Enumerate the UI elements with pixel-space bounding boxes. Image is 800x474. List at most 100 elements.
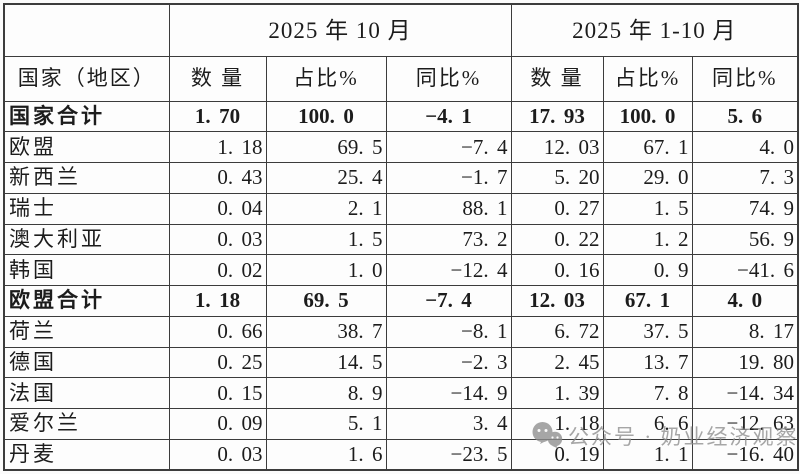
value-cell: 0. 09 [168,408,267,440]
value-cell: 14. 5 [265,346,387,379]
value-cell: 67. 1 [602,285,693,317]
value-cell: 38. 7 [265,315,387,348]
import-stats-table: 2025 年 10 月 2025 年 1-10 月 国家（地区） 数 量 占比%… [3,3,800,471]
row-label: 欧盟合计 [3,285,170,317]
value-cell: 6. 72 [510,315,604,348]
value-cell: 0. 66 [168,315,267,348]
value-cell: 67. 1 [602,131,693,163]
table-row: 新西兰 0. 43 25. 4 −1. 7 5. 20 29. 0 7. 3 [3,162,799,194]
value-cell: 100. 0 [602,100,693,133]
value-cell: 1. 6 [265,438,387,471]
table-row: 荷兰 0. 66 38. 7 −8. 1 6. 72 37. 5 8. 17 [3,315,799,348]
value-cell: 74. 9 [691,192,799,225]
row-label: 澳大利亚 [3,223,170,256]
value-cell: 8. 17 [691,315,799,348]
value-cell: −14. 34 [691,377,799,409]
table-row: 爱尔兰 0. 09 5. 1 3. 4 1. 18 6. 6 −12. 63 [3,408,799,440]
row-label: 丹麦 [3,438,170,471]
value-cell: 2. 1 [265,192,387,225]
table-row: 瑞士 0. 04 2. 1 88. 1 0. 27 1. 5 74. 9 [3,192,799,225]
column-group-oct: 2025 年 10 月 [168,3,512,57]
row-label: 国家合计 [3,100,170,133]
value-cell: 0. 27 [510,192,604,225]
value-cell: 73. 2 [385,223,512,256]
column-group-ytd: 2025 年 1-10 月 [510,3,799,57]
value-cell: −1. 7 [385,162,512,194]
corner-cell [3,3,170,57]
value-cell: 69. 5 [265,285,387,317]
value-cell: 5. 1 [265,408,387,440]
column-header-yoy-ytd: 同比% [691,55,799,102]
value-cell: −23. 5 [385,438,512,471]
column-header-qty-oct: 数 量 [168,55,267,102]
column-header-share-oct: 占比% [265,55,387,102]
table-row-total: 欧盟合计 1. 18 69. 5 −7. 4 12. 03 67. 1 4. 0 [3,285,799,317]
row-label: 爱尔兰 [3,408,170,440]
column-header-qty-ytd: 数 量 [510,55,604,102]
value-cell: 0. 19 [510,438,604,471]
header-columns-row: 国家（地区） 数 量 占比% 同比% 数 量 占比% 同比% [3,55,799,102]
value-cell: 0. 22 [510,223,604,256]
value-cell: 1. 70 [168,100,267,133]
value-cell: −2. 3 [385,346,512,379]
value-cell: 0. 02 [168,254,267,286]
value-cell: 1. 18 [168,131,267,163]
column-header-yoy-oct: 同比% [385,55,512,102]
table-row: 法国 0. 15 8. 9 −14. 9 1. 39 7. 8 −14. 34 [3,377,799,409]
value-cell: 1. 1 [602,438,693,471]
table-row: 丹麦 0. 03 1. 6 −23. 5 0. 19 1. 1 −16. 40 [3,438,799,471]
table-row-total: 国家合计 1. 70 100. 0 −4. 1 17. 93 100. 0 5. 6 [3,100,799,133]
value-cell: 29. 0 [602,162,693,194]
value-cell: 4. 0 [691,285,799,317]
value-cell: 25. 4 [265,162,387,194]
value-cell: 1. 18 [510,408,604,440]
value-cell: 100. 0 [265,100,387,133]
value-cell: 0. 03 [168,223,267,256]
value-cell: 12. 03 [510,285,604,317]
value-cell: 3. 4 [385,408,512,440]
value-cell: −4. 1 [385,100,512,133]
value-cell: 88. 1 [385,192,512,225]
value-cell: 19. 80 [691,346,799,379]
value-cell: 0. 04 [168,192,267,225]
table-row: 韩国 0. 02 1. 0 −12. 4 0. 16 0. 9 −41. 6 [3,254,799,286]
value-cell: 0. 03 [168,438,267,471]
value-cell: 0. 15 [168,377,267,409]
row-label: 瑞士 [3,192,170,225]
value-cell: −16. 40 [691,438,799,471]
value-cell: 69. 5 [265,131,387,163]
column-header-share-ytd: 占比% [602,55,693,102]
value-cell: 1. 39 [510,377,604,409]
table-row: 澳大利亚 0. 03 1. 5 73. 2 0. 22 1. 2 56. 9 [3,223,799,256]
value-cell: 56. 9 [691,223,799,256]
value-cell: 4. 0 [691,131,799,163]
value-cell: 1. 5 [265,223,387,256]
value-cell: 5. 6 [691,100,799,133]
value-cell: 1. 18 [168,285,267,317]
table-row: 德国 0. 25 14. 5 −2. 3 2. 45 13. 7 19. 80 [3,346,799,379]
row-header-label: 国家（地区） [3,55,170,102]
value-cell: −7. 4 [385,285,512,317]
value-cell: 5. 20 [510,162,604,194]
value-cell: −14. 9 [385,377,512,409]
value-cell: −8. 1 [385,315,512,348]
value-cell: 6. 6 [602,408,693,440]
value-cell: 1. 0 [265,254,387,286]
value-cell: 7. 3 [691,162,799,194]
value-cell: 0. 16 [510,254,604,286]
header-group-row: 2025 年 10 月 2025 年 1-10 月 [3,3,799,57]
value-cell: 0. 43 [168,162,267,194]
table-row: 欧盟 1. 18 69. 5 −7. 4 12. 03 67. 1 4. 0 [3,131,799,163]
row-label: 韩国 [3,254,170,286]
row-label: 新西兰 [3,162,170,194]
value-cell: 2. 45 [510,346,604,379]
value-cell: −12. 4 [385,254,512,286]
value-cell: 8. 9 [265,377,387,409]
value-cell: 17. 93 [510,100,604,133]
value-cell: 37. 5 [602,315,693,348]
value-cell: 1. 2 [602,223,693,256]
value-cell: 0. 25 [168,346,267,379]
value-cell: −41. 6 [691,254,799,286]
value-cell: −7. 4 [385,131,512,163]
